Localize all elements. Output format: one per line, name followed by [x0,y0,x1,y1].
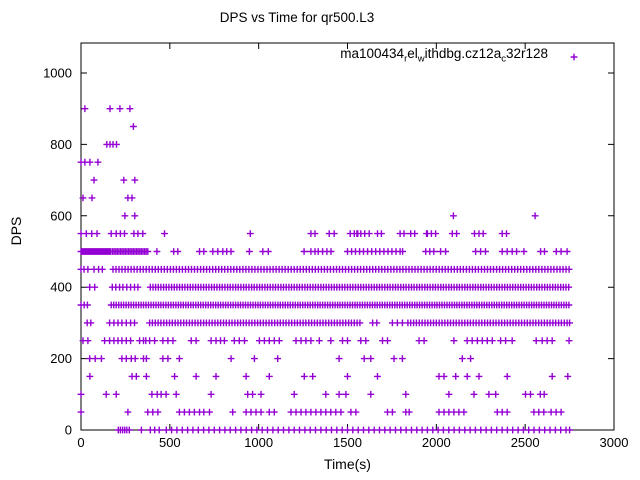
legend: ma100434relwithdbg.cz12ac32r128 [340,46,548,65]
y-tick-label: 1000 [43,65,72,80]
y-axis-label: DPS [8,216,24,246]
y-tick-label: 600 [50,208,72,223]
y-tick-label: 0 [65,423,72,438]
legend-series-label: ma100434relwithdbg.cz12ac32r128 [340,46,548,65]
legend-text-segment: ma100434 [340,46,405,61]
legend-text-segment: r [404,53,408,65]
chart-title: DPS vs Time for qr500.L3 [219,10,375,25]
scatter-markers [77,53,578,434]
legend-text-segment: 32r128 [505,46,548,61]
y-tick-label: 400 [50,280,72,295]
legend-text-segment: w [417,53,425,65]
y-tick-label: 200 [50,351,72,366]
x-tick-label: 500 [159,435,181,450]
legend-text-segment: el [407,46,418,61]
x-tick-label: 2000 [422,435,451,450]
legend-text-segment: ithdbg.cz12a [424,46,502,61]
x-tick-label: 3000 [600,435,629,450]
legend-text-segment: c [501,53,506,65]
x-tick-label: 1500 [333,435,362,450]
x-tick-label: 2500 [511,435,540,450]
y-tick-label: 800 [50,137,72,152]
x-tick-label: 1000 [244,435,273,450]
x-tick-label: 0 [77,435,84,450]
x-axis-label: Time(s) [324,456,371,472]
